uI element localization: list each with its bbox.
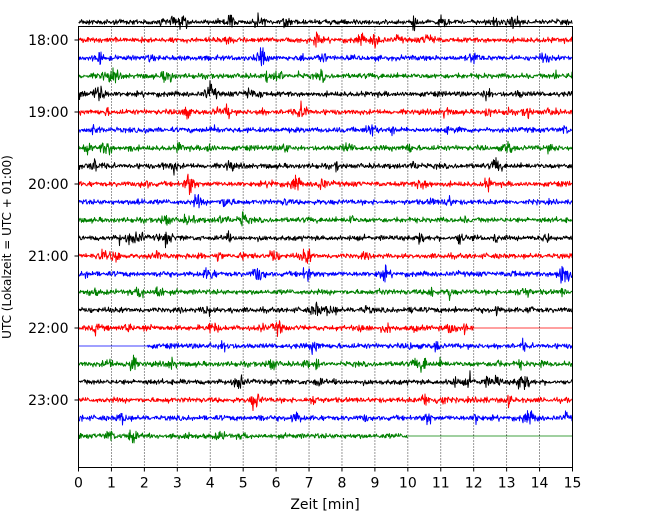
trace-19 — [78, 354, 573, 373]
trace-10 — [78, 193, 573, 209]
y-tick-label-1: 19:00 — [28, 105, 68, 121]
trace-7 — [78, 140, 573, 156]
trace-0 — [78, 12, 573, 32]
trace-15 — [78, 286, 573, 302]
x-tick-label-2: 2 — [140, 476, 149, 492]
x-tick-label-11: 11 — [432, 476, 450, 492]
y-tick-label-5: 23:00 — [28, 393, 68, 409]
x-tick-label-3: 3 — [173, 476, 182, 492]
trace-6 — [78, 123, 573, 137]
x-tick-label-14: 14 — [531, 476, 549, 492]
x-tick-label-10: 10 — [399, 476, 417, 492]
trace-2 — [78, 47, 573, 67]
y-axis-title: UTC (Lokalzeit = UTC + 01:00) — [0, 155, 14, 339]
x-tick-label-7: 7 — [305, 476, 314, 492]
plot-frame — [78, 26, 573, 468]
trace-9 — [78, 173, 573, 196]
x-axis-title: Zeit [min] — [290, 497, 359, 513]
trace-1 — [78, 31, 573, 49]
trace-20 — [78, 370, 573, 391]
trace-21 — [78, 393, 573, 412]
x-tick-label-6: 6 — [272, 476, 281, 492]
y-tick-label-2: 20:00 — [28, 177, 68, 193]
trace-18 — [147, 337, 573, 355]
trace-17 — [78, 320, 474, 337]
trace-16 — [78, 301, 573, 317]
x-tick-label-5: 5 — [239, 476, 248, 492]
x-axis-ticks: 0 1 2 3 4 5 6 7 8 9 10 11 12 13 14 15 — [74, 467, 582, 492]
trace-3 — [78, 67, 573, 84]
trace-12 — [78, 230, 573, 249]
traces — [78, 12, 573, 444]
x-tick-label-8: 8 — [338, 476, 347, 492]
x-tick-label-4: 4 — [206, 476, 215, 492]
x-tick-label-15: 15 — [564, 476, 582, 492]
y-tick-label-3: 21:00 — [28, 249, 68, 265]
trace-14 — [78, 264, 573, 284]
x-tick-label-0: 0 — [74, 476, 83, 492]
x-tick-label-13: 13 — [498, 476, 516, 492]
x-tick-label-1: 1 — [107, 476, 116, 492]
trace-11 — [78, 211, 573, 227]
y-tick-label-0: 18:00 — [28, 33, 68, 49]
y-axis-ticks: 18:00 19:00 20:00 21:00 22:00 23:00 — [28, 33, 79, 409]
y-tick-label-4: 22:00 — [28, 321, 68, 337]
trace-22 — [78, 410, 573, 426]
trace-8 — [78, 157, 573, 176]
trace-23 — [78, 429, 408, 444]
x-tick-label-12: 12 — [465, 476, 483, 492]
trace-5 — [78, 100, 573, 120]
trace-4 — [78, 80, 573, 102]
trace-13 — [78, 248, 573, 264]
x-tick-label-9: 9 — [370, 476, 379, 492]
